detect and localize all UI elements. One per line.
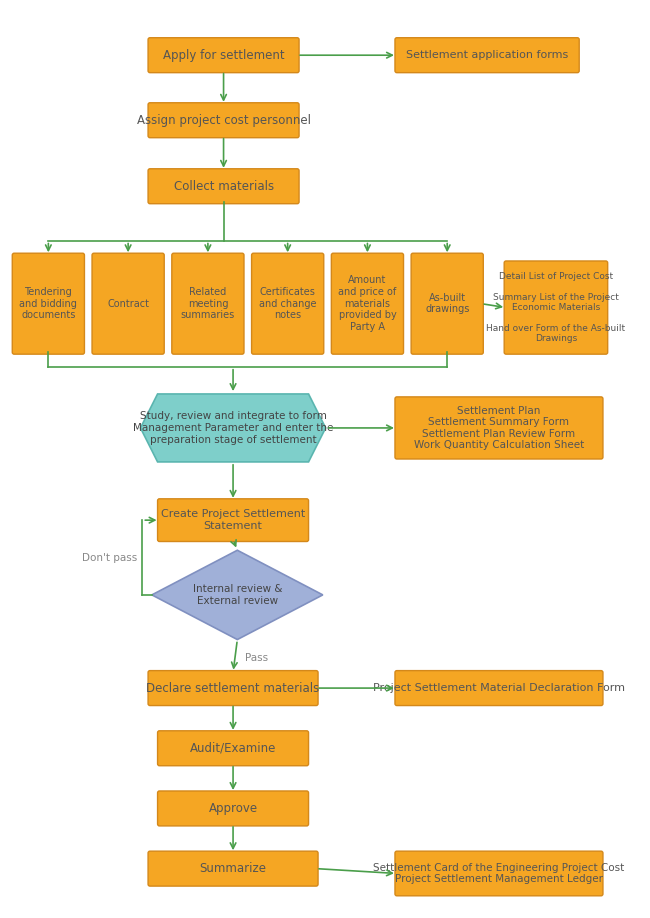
FancyBboxPatch shape (395, 38, 579, 73)
Text: Settlement Plan
Settlement Summary Form
Settlement Plan Review Form
Work Quantit: Settlement Plan Settlement Summary Form … (414, 406, 584, 451)
Text: Settlement Card of the Engineering Project Cost
Project Settlement Management Le: Settlement Card of the Engineering Proje… (373, 863, 625, 884)
Text: Contract: Contract (107, 298, 149, 308)
Text: Tendering
and bidding
documents: Tendering and bidding documents (20, 287, 77, 320)
FancyBboxPatch shape (395, 671, 603, 706)
Text: Pass: Pass (245, 653, 268, 663)
FancyBboxPatch shape (148, 103, 299, 138)
Text: Settlement application forms: Settlement application forms (406, 50, 568, 61)
Text: Apply for settlement: Apply for settlement (162, 49, 285, 62)
FancyBboxPatch shape (12, 253, 84, 354)
FancyBboxPatch shape (411, 253, 484, 354)
FancyBboxPatch shape (92, 253, 164, 354)
FancyBboxPatch shape (148, 671, 318, 706)
FancyBboxPatch shape (395, 397, 603, 459)
FancyBboxPatch shape (157, 498, 309, 542)
Text: Declare settlement materials: Declare settlement materials (146, 681, 320, 695)
FancyBboxPatch shape (252, 253, 324, 354)
FancyBboxPatch shape (148, 169, 299, 204)
Text: Certificates
and change
notes: Certificates and change notes (259, 287, 317, 320)
FancyBboxPatch shape (172, 253, 244, 354)
FancyBboxPatch shape (395, 851, 603, 896)
Text: Amount
and price of
materials
provided by
Party A: Amount and price of materials provided b… (338, 275, 396, 332)
Text: Detail List of Project Cost

Summary List of the Project
Economic Materials

Han: Detail List of Project Cost Summary List… (486, 272, 625, 343)
Polygon shape (140, 394, 326, 462)
Text: Project Settlement Material Declaration Form: Project Settlement Material Declaration … (373, 683, 625, 693)
Text: As-built
drawings: As-built drawings (425, 293, 469, 315)
Text: Study, review and integrate to form
Management Parameter and enter the
preparati: Study, review and integrate to form Mana… (133, 411, 333, 444)
FancyBboxPatch shape (332, 253, 404, 354)
Text: Related
meeting
summaries: Related meeting summaries (181, 287, 235, 320)
FancyBboxPatch shape (157, 731, 309, 766)
FancyBboxPatch shape (148, 38, 299, 73)
Polygon shape (152, 550, 323, 640)
FancyBboxPatch shape (157, 791, 309, 826)
Text: Summarize: Summarize (200, 862, 266, 875)
FancyBboxPatch shape (504, 261, 608, 354)
Text: Don't pass: Don't pass (83, 553, 138, 563)
Text: Create Project Settlement
Statement: Create Project Settlement Statement (161, 509, 306, 531)
Text: Assign project cost personnel: Assign project cost personnel (136, 114, 311, 127)
Text: Approve: Approve (209, 802, 257, 815)
Text: Collect materials: Collect materials (174, 180, 274, 193)
Text: Internal review &
External review: Internal review & External review (192, 584, 282, 606)
Text: Audit/Examine: Audit/Examine (190, 742, 276, 755)
FancyBboxPatch shape (148, 851, 318, 886)
